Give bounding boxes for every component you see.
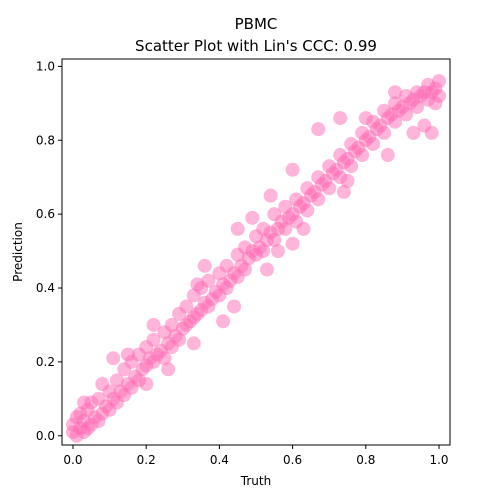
data-point (109, 373, 124, 388)
data-point (366, 136, 381, 151)
y-tick-label: 1.0 (36, 59, 55, 73)
data-point (285, 236, 300, 251)
data-point (76, 395, 91, 410)
data-point (164, 317, 179, 332)
y-tick-label: 0.2 (36, 355, 55, 369)
data-point (406, 125, 421, 140)
points-layer (65, 74, 447, 443)
x-axis-label: Truth (240, 474, 271, 488)
data-point (424, 125, 439, 140)
data-point (380, 148, 395, 163)
data-point (146, 332, 161, 347)
data-point (278, 221, 293, 236)
data-point (410, 100, 425, 115)
data-point (139, 377, 154, 392)
x-tick-label: 1.0 (429, 453, 448, 467)
data-point (270, 244, 285, 259)
data-point (238, 262, 253, 277)
data-point (267, 233, 282, 247)
data-point (358, 111, 373, 126)
data-point (344, 159, 359, 174)
data-point (355, 148, 370, 163)
data-point (146, 317, 161, 332)
data-point (311, 122, 326, 137)
data-point (322, 181, 337, 196)
data-point (311, 192, 326, 207)
y-axis: 0.0 0.2 0.4 0.6 0.8 1.0 (36, 59, 62, 443)
x-axis: 0.0 0.2 0.4 0.6 0.8 1.0 (63, 445, 449, 467)
data-point (263, 188, 278, 203)
x-tick-label: 0.4 (210, 453, 229, 467)
data-point (259, 262, 274, 277)
data-point (285, 162, 300, 177)
y-tick-label: 0.6 (36, 207, 55, 221)
data-point (432, 74, 447, 89)
data-point (377, 125, 392, 140)
chart-subtitle: Scatter Plot with Lin's CCC: 0.99 (135, 37, 377, 55)
data-point (388, 114, 403, 129)
data-point (227, 299, 242, 314)
x-tick-label: 0.0 (63, 453, 82, 467)
data-point (186, 336, 201, 351)
data-point (157, 351, 172, 366)
data-point (388, 85, 403, 100)
data-point (230, 221, 245, 236)
data-point (120, 347, 135, 362)
data-point (179, 299, 194, 314)
x-tick-label: 0.2 (137, 453, 156, 467)
data-point (161, 362, 176, 377)
y-tick-label: 0.8 (36, 133, 55, 147)
data-point (216, 314, 231, 329)
y-tick-label: 0.4 (36, 281, 55, 295)
data-point (95, 377, 110, 392)
data-point (399, 107, 414, 122)
x-tick-label: 0.8 (356, 453, 375, 467)
data-point (256, 244, 271, 259)
data-point (428, 96, 443, 111)
data-point (201, 273, 216, 288)
data-point (336, 184, 351, 199)
data-point (197, 258, 212, 273)
data-point (333, 111, 348, 126)
data-point (296, 221, 311, 236)
data-point (245, 210, 260, 225)
data-point (106, 351, 121, 366)
data-point (172, 332, 187, 347)
y-tick-label: 0.0 (36, 429, 55, 443)
x-tick-label: 0.6 (283, 453, 302, 467)
chart-title: PBMC (235, 15, 278, 33)
y-axis-label: Prediction (11, 222, 25, 282)
data-point (190, 277, 205, 292)
plot-frame (61, 58, 451, 446)
data-point (340, 173, 355, 188)
data-point (300, 203, 315, 218)
